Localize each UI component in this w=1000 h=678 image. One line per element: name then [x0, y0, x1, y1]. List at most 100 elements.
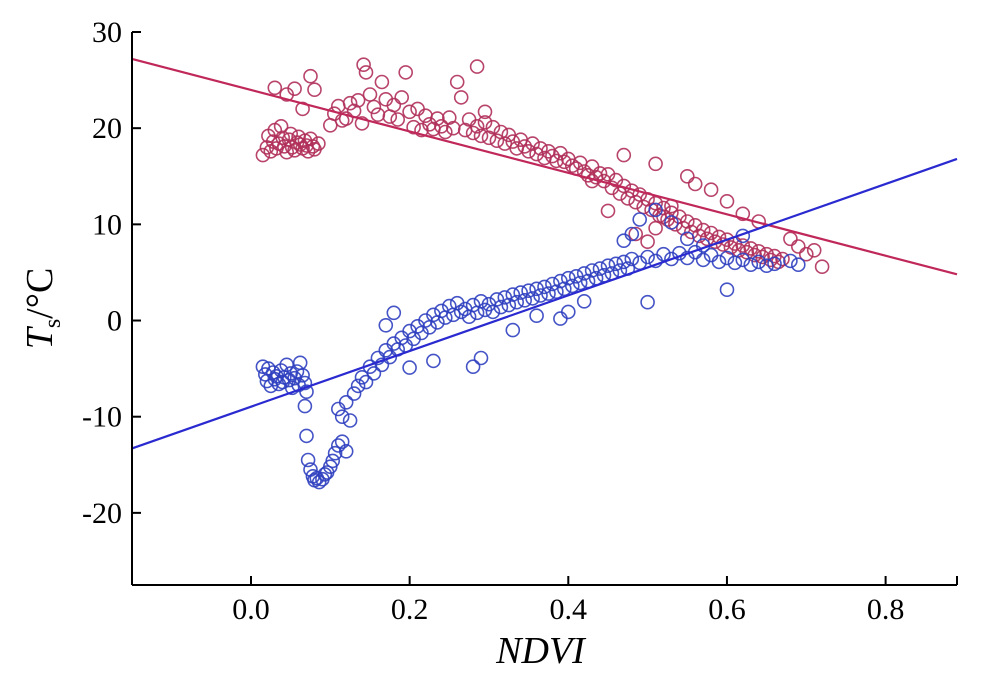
- data-point: [600, 203, 616, 219]
- data-point: [533, 288, 548, 303]
- data-point: [545, 148, 560, 164]
- data-point: [501, 297, 517, 313]
- data-point: [790, 257, 806, 273]
- data-point: [719, 282, 735, 298]
- data-point: [303, 131, 318, 147]
- data-point: [679, 169, 695, 184]
- data-point: [564, 158, 580, 173]
- data-point: [648, 202, 663, 218]
- points-layer: [255, 57, 830, 490]
- data-point: [556, 154, 572, 170]
- data-point: [354, 116, 370, 131]
- data-point: [525, 291, 540, 306]
- data-point: [342, 413, 358, 428]
- data-point: [711, 254, 727, 270]
- data-point: [382, 349, 398, 365]
- data-point: [624, 251, 640, 267]
- data-point: [735, 206, 751, 222]
- data-point: [370, 107, 386, 122]
- data-point: [640, 249, 655, 265]
- data-point: [327, 445, 343, 461]
- data-point: [338, 111, 354, 126]
- data-point: [640, 294, 655, 310]
- data-point: [402, 104, 417, 120]
- data-point: [473, 293, 489, 309]
- data-point: [517, 139, 533, 154]
- data-point: [453, 304, 469, 320]
- data-point: [398, 65, 414, 80]
- ticks-layer: -20 -10 0 10 20 30 0.0 0.2 0.4 0.6 0.8: [82, 16, 958, 626]
- data-point: [664, 215, 679, 230]
- data-point: [358, 374, 374, 390]
- data-point: [505, 287, 521, 302]
- data-point: [358, 65, 374, 80]
- data-point: [350, 378, 366, 394]
- data-point: [513, 285, 529, 300]
- x-tick-label: 0.0: [232, 593, 270, 626]
- data-point: [297, 398, 313, 414]
- data-point: [300, 452, 316, 468]
- data-point: [687, 176, 703, 192]
- data-point: [695, 222, 711, 238]
- data-point: [453, 90, 469, 105]
- data-point: [703, 225, 719, 241]
- data-point: [719, 232, 735, 247]
- x-tick-label: 0.4: [550, 593, 588, 626]
- data-point: [529, 308, 544, 324]
- data-point: [299, 384, 314, 400]
- data-point: [292, 355, 308, 371]
- data-point: [297, 375, 313, 391]
- data-point: [477, 115, 493, 130]
- data-point: [616, 147, 632, 163]
- fit-lines-layer: [131, 57, 958, 450]
- data-point: [493, 299, 509, 315]
- data-point: [317, 467, 333, 482]
- data-point: [485, 119, 501, 135]
- data-point: [727, 255, 743, 271]
- data-point: [517, 292, 533, 308]
- data-point: [473, 350, 489, 366]
- data-point: [430, 111, 445, 126]
- data-point: [703, 182, 719, 197]
- data-point: [374, 74, 390, 90]
- data-point: [525, 136, 540, 151]
- data-point: [640, 234, 655, 249]
- data-point: [783, 231, 798, 247]
- data-point: [386, 97, 402, 113]
- data-point: [767, 256, 782, 272]
- data-point: [356, 57, 371, 72]
- data-point: [390, 112, 406, 127]
- y-axis-title-base: T: [19, 325, 61, 349]
- data-point: [719, 250, 735, 266]
- data-point: [541, 286, 556, 301]
- data-point: [287, 81, 302, 96]
- data-point: [628, 226, 644, 242]
- data-point: [394, 90, 410, 105]
- data-point: [489, 133, 505, 148]
- data-point: [648, 220, 663, 236]
- data-point: [449, 74, 465, 90]
- data-point: [679, 214, 695, 229]
- data-point: [790, 239, 806, 254]
- data-point: [410, 101, 425, 117]
- data-point: [441, 298, 457, 314]
- data-point: [295, 367, 310, 383]
- x-axis-title: NDVI: [495, 630, 587, 672]
- data-point: [284, 380, 300, 396]
- y-axis-title-subscript: s: [40, 319, 66, 328]
- y-tick-label: 0: [107, 305, 122, 338]
- data-point: [465, 359, 481, 375]
- data-point: [437, 124, 453, 140]
- y-tick-label: -20: [82, 497, 122, 530]
- axes-layer: [131, 32, 957, 586]
- data-point: [743, 257, 759, 273]
- data-point: [284, 140, 300, 155]
- data-point: [798, 246, 814, 262]
- data-point: [342, 95, 358, 111]
- y-tick-label: 30: [92, 16, 122, 49]
- y-axis-title-unit: /°C: [19, 268, 61, 319]
- data-point: [489, 292, 505, 307]
- data-point: [695, 252, 711, 268]
